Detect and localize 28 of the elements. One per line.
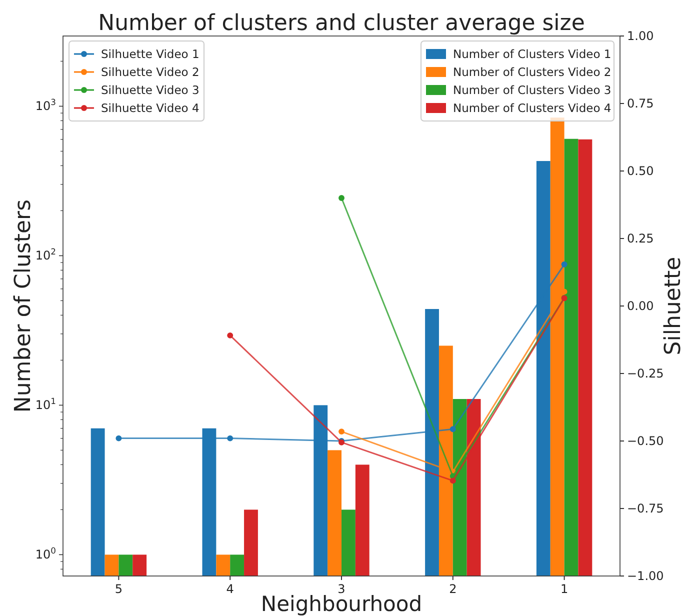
x-tick-label: 1 [560,582,568,596]
y2-tick-label: 0.00 [627,299,654,313]
x-tick-label: 5 [114,582,123,596]
y-tick-label: 10$^{0}$ [35,546,56,562]
legend-label: Number of Clusters Video 1 [453,47,612,61]
y2-tick-label: −0.25 [627,366,664,380]
legend-label: Silhuette Video 4 [101,101,200,115]
legend-label: Silhuette Video 1 [101,47,200,61]
y2-tick-label: −0.75 [627,502,664,516]
y2-tick-label: −1.00 [627,569,664,583]
chart-title: Number of clusters and cluster average size [98,11,585,36]
y-tick-label: 10$^{2}$ [35,246,56,263]
legend-label: Silhuette Video 3 [101,83,200,97]
x-tick-label: 2 [449,582,457,596]
y-axis-title: Number of Clusters [11,199,36,413]
y2-axis-title: Silhuette [661,256,683,356]
legend-label: Number of Clusters Video 4 [453,101,612,115]
y2-tick-label: 1.00 [627,29,654,43]
y2-tick-label: 0.75 [627,96,654,110]
y2-tick-label: 0.50 [627,164,654,178]
x-tick-label: 4 [226,582,234,596]
y-tick-label: 10$^{1}$ [35,396,56,412]
y2-tick-label: 0.25 [627,232,654,246]
legend-label: Number of Clusters Video 3 [453,83,612,97]
y-tick-label: 10$^{3}$ [35,97,56,114]
legend-label: Silhuette Video 2 [101,65,200,79]
y2-tick-label: −0.50 [627,434,664,448]
legend-label: Number of Clusters Video 2 [453,65,612,79]
